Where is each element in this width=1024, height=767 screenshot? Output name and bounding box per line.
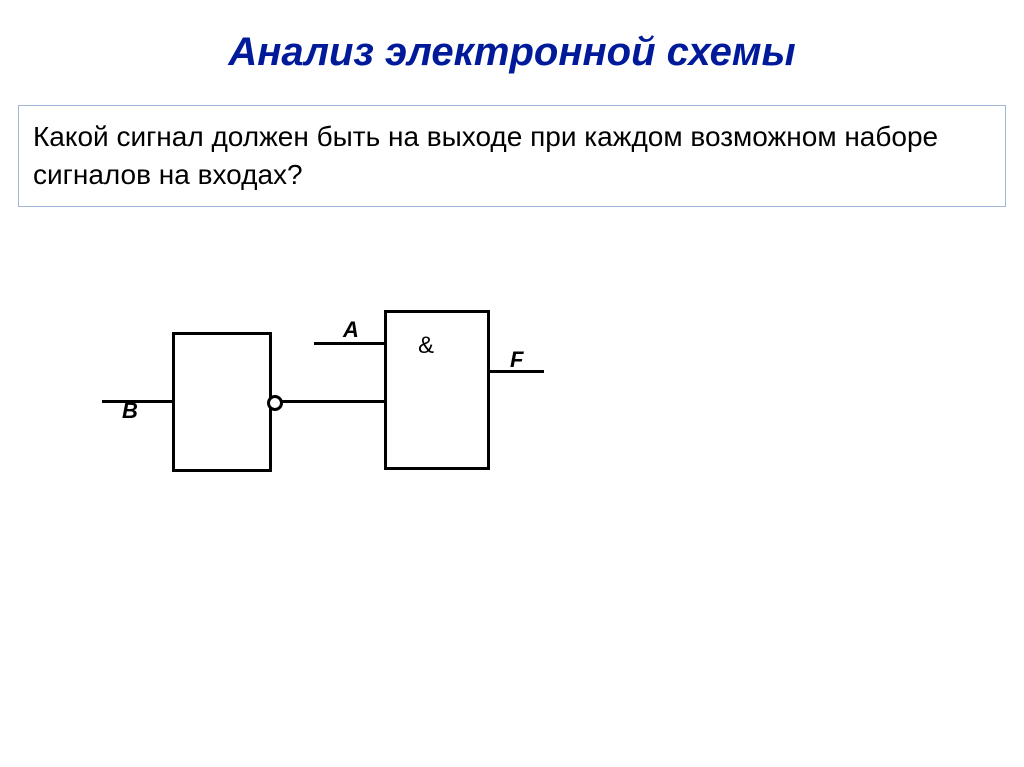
not-bubble-icon	[267, 395, 283, 411]
and-gate-symbol: &	[418, 332, 434, 360]
question-box: Какой сигнал должен быть на выходе при к…	[18, 105, 1006, 207]
input-label-a: A	[343, 317, 359, 343]
wire-not-to-and	[280, 400, 384, 403]
input-label-b: B	[122, 398, 138, 424]
question-text: Какой сигнал должен быть на выходе при к…	[33, 118, 991, 194]
page-title: Анализ электронной схемы	[0, 0, 1024, 95]
not-gate	[172, 332, 272, 472]
and-gate	[384, 310, 490, 470]
output-label-f: F	[510, 347, 523, 373]
